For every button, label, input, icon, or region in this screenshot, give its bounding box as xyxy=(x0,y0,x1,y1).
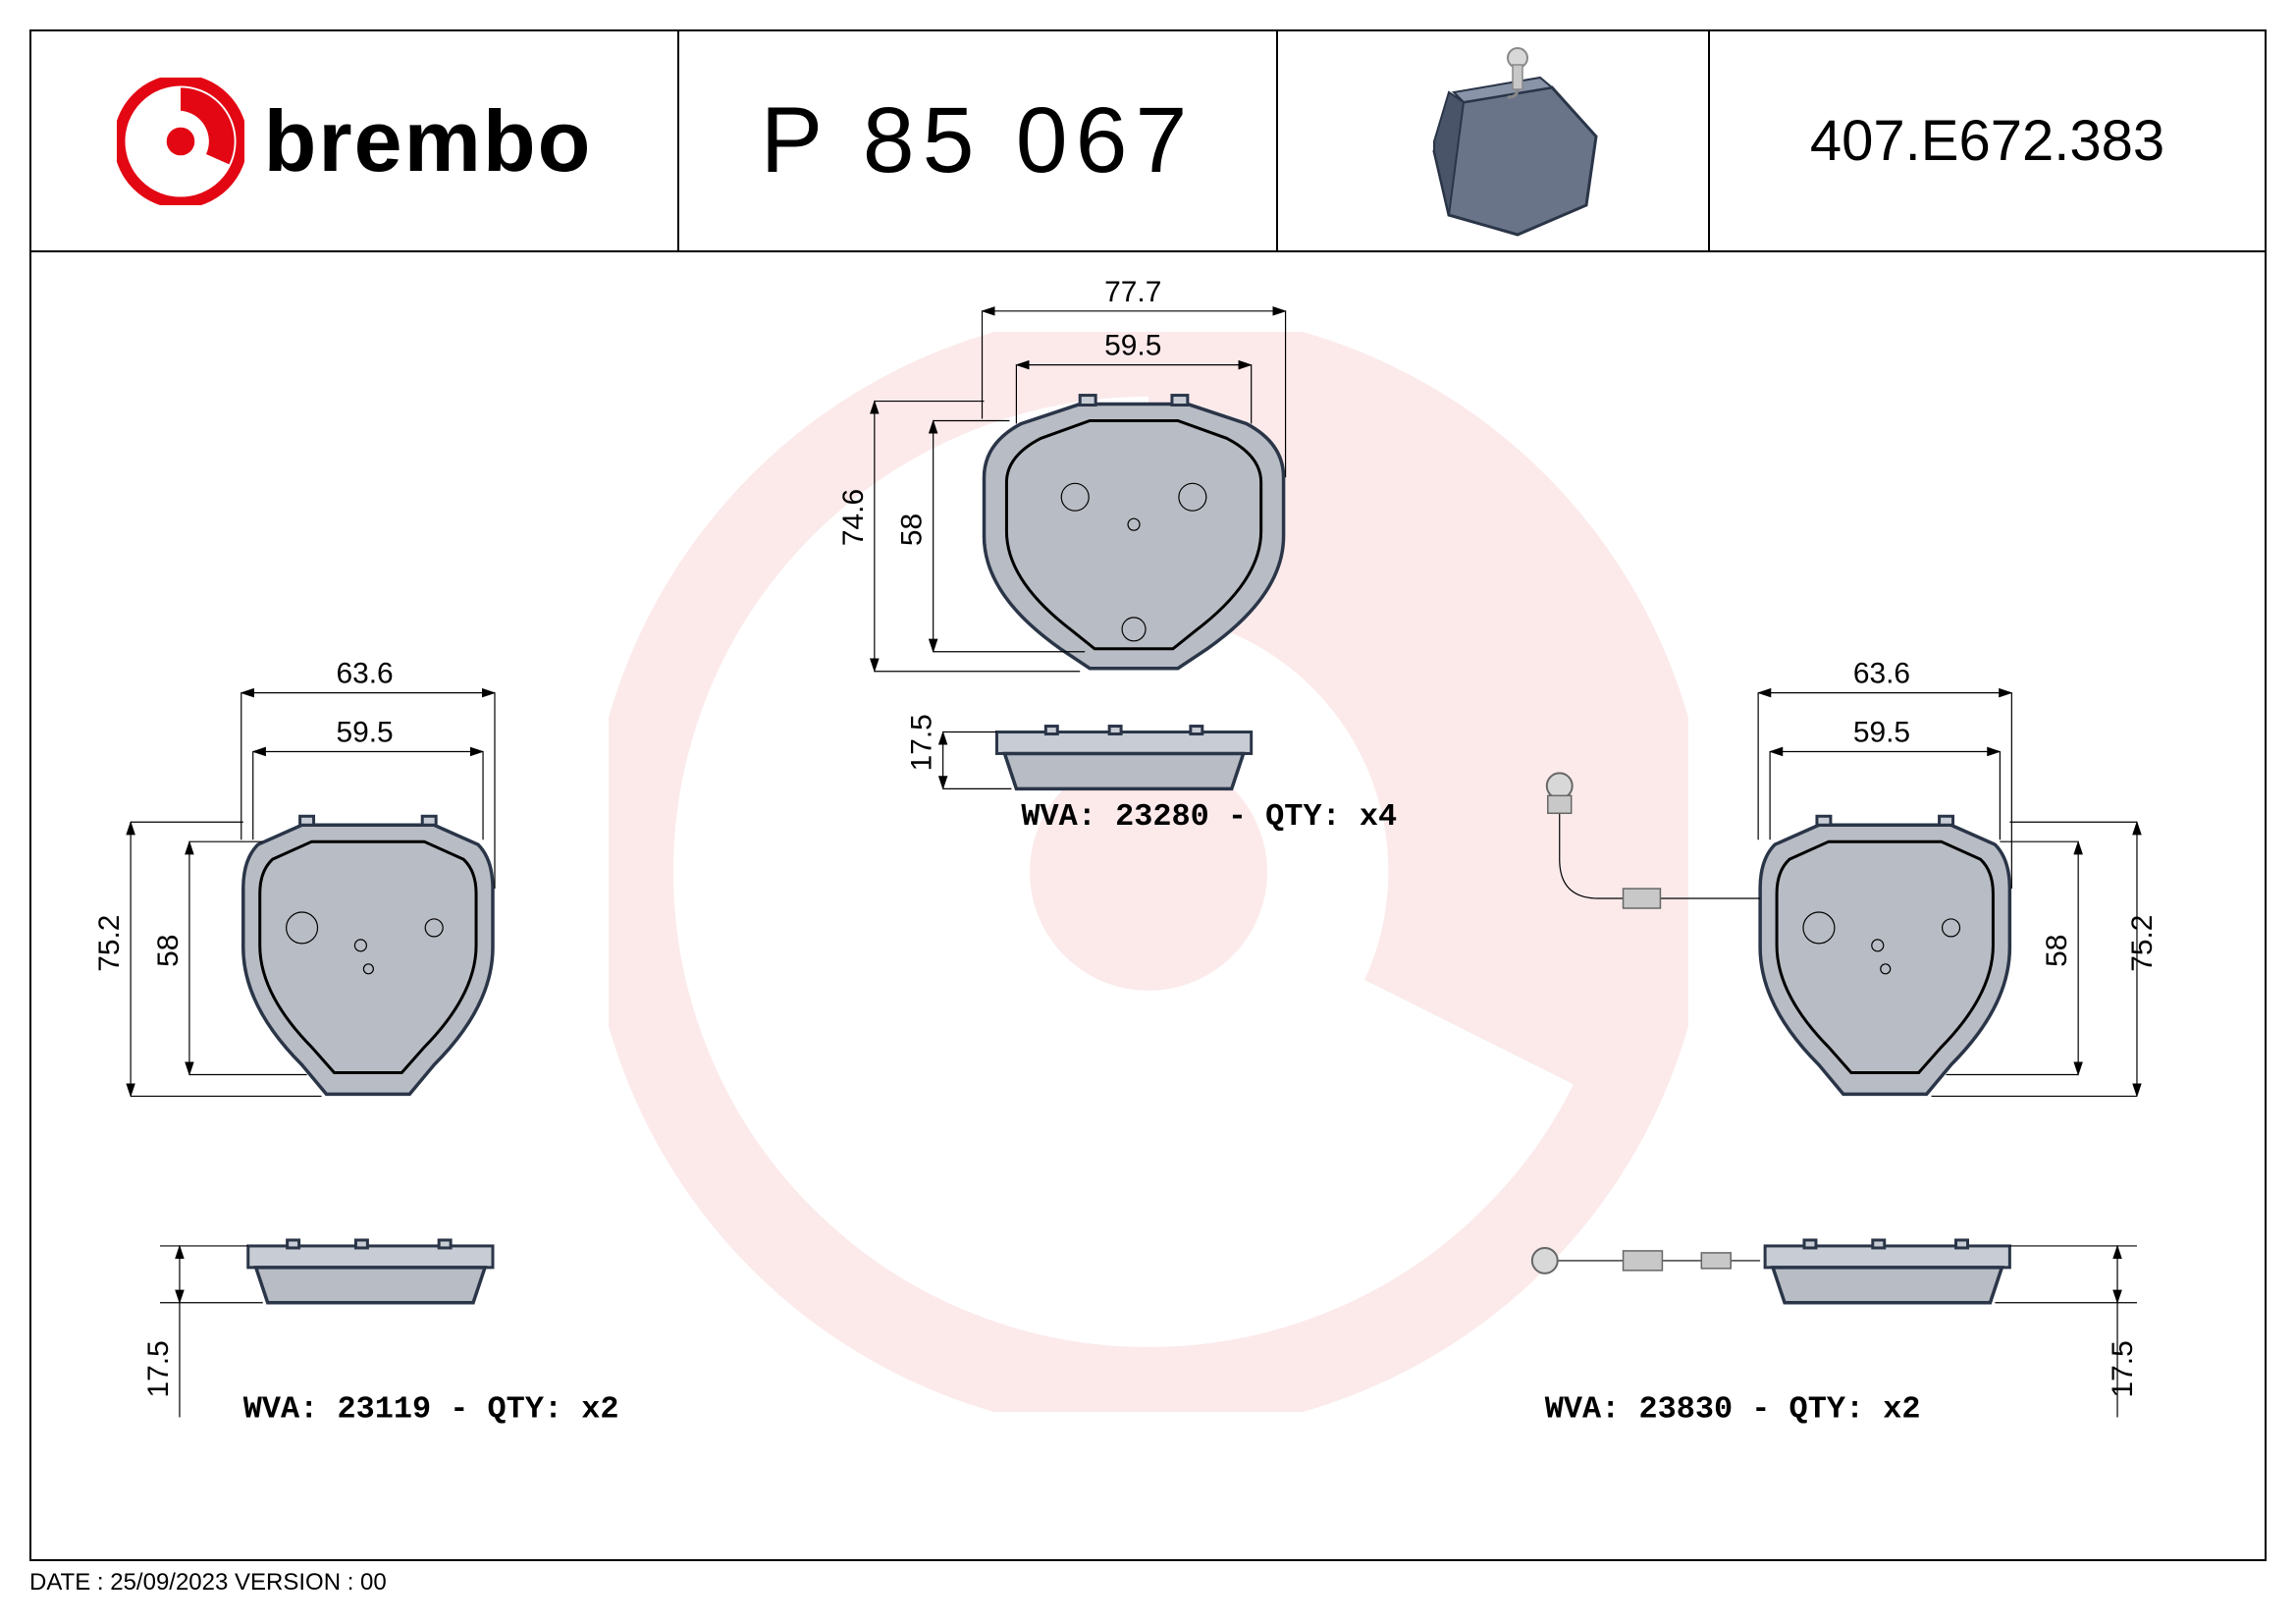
drawing-code: 407.E672.383 xyxy=(1810,108,2164,174)
technical-drawing: 77.7 59.5 74.6 58 xyxy=(31,252,2265,1559)
dim-right-h-outer: 75.2 xyxy=(2126,915,2159,972)
sensor-wire-right xyxy=(1547,773,1760,908)
product-thumbnail xyxy=(1356,43,1630,240)
dim-top-w-inner: 59.5 xyxy=(1104,330,1161,362)
drawing-sheet: brembo P 85 067 407.E672.383 xyxy=(29,29,2267,1561)
footer-date-version: DATE : 25/09/2023 VERSION : 00 xyxy=(29,1569,387,1597)
dim-right-thickness: 17.5 xyxy=(2107,1340,2139,1397)
info-left: WVA: 23119 - QTY: x2 xyxy=(243,1390,619,1427)
dim-left-w-inner: 59.5 xyxy=(336,717,393,749)
dim-left-h-outer: 75.2 xyxy=(93,915,126,972)
dim-left-thickness: 17.5 xyxy=(142,1340,175,1397)
dim-top-h-inner: 58 xyxy=(896,514,929,546)
brembo-icon xyxy=(117,78,244,205)
title-block: brembo P 85 067 407.E672.383 xyxy=(31,31,2265,252)
pad-top-group: 77.7 59.5 74.6 58 xyxy=(837,276,1397,835)
dim-right-h-inner: 58 xyxy=(2041,935,2073,967)
drawing-code-cell: 407.E672.383 xyxy=(1710,31,2265,250)
dim-top-h-outer: 74.6 xyxy=(837,489,870,546)
pad-right-group: 63.6 59.5 75.2 58 xyxy=(1532,658,2159,1428)
dim-right-w-inner: 59.5 xyxy=(1853,717,1910,749)
info-top: WVA: 23280 - QTY: x4 xyxy=(1021,798,1397,835)
brand-name: brembo xyxy=(264,91,593,191)
part-number: P 85 067 xyxy=(761,87,1196,194)
brembo-logo: brembo xyxy=(117,78,593,205)
product-thumbnail-cell xyxy=(1278,31,1710,250)
dim-right-w-outer: 63.6 xyxy=(1853,658,1910,690)
dim-left-w-outer: 63.6 xyxy=(336,658,393,690)
dim-top-thickness: 17.5 xyxy=(906,714,938,771)
dim-top-w-outer: 77.7 xyxy=(1104,276,1161,308)
pad-left-group: 63.6 59.5 75.2 58 xyxy=(93,658,618,1428)
logo-cell: brembo xyxy=(31,31,679,250)
part-number-cell: P 85 067 xyxy=(679,31,1278,250)
drawing-body: 77.7 59.5 74.6 58 xyxy=(31,252,2265,1559)
info-right: WVA: 23830 - QTY: x2 xyxy=(1545,1390,1921,1427)
dim-left-h-inner: 58 xyxy=(152,935,185,967)
